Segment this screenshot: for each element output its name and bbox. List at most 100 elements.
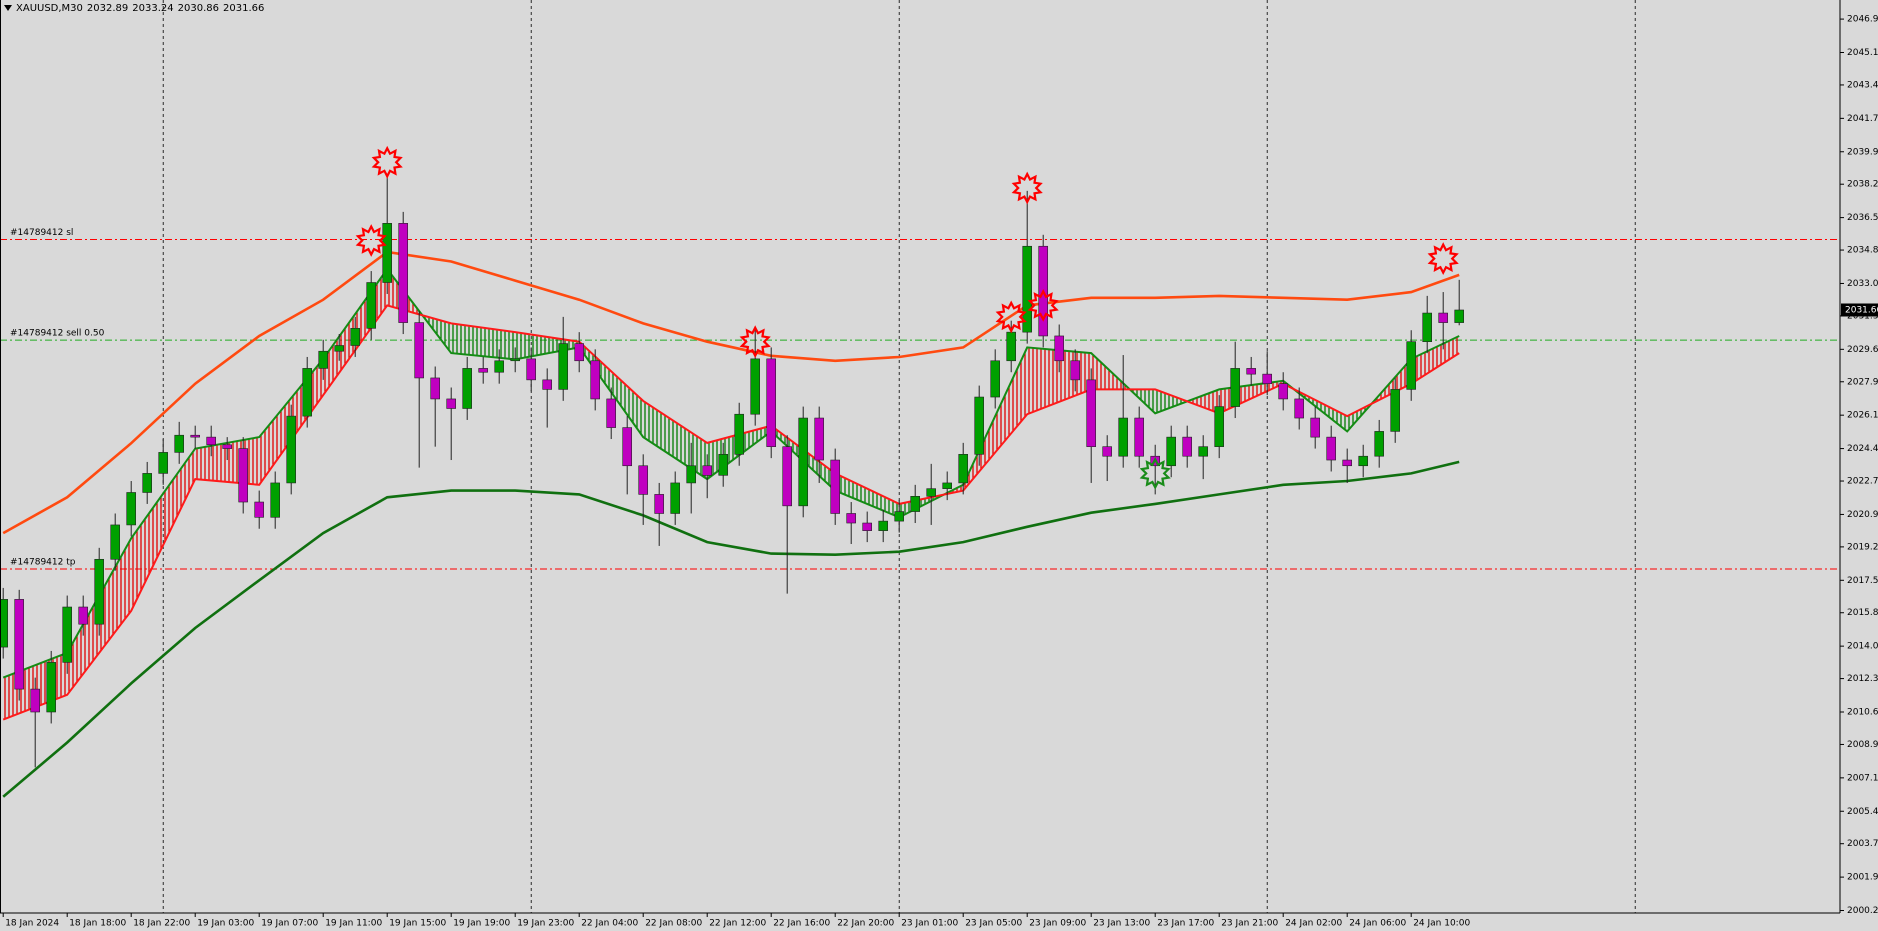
signal-marker bbox=[995, 300, 1027, 334]
candle-body bbox=[622, 427, 632, 467]
candle-body bbox=[910, 495, 920, 512]
candle-body bbox=[1278, 383, 1288, 400]
candle-body bbox=[366, 282, 376, 329]
candle-body bbox=[1214, 406, 1224, 447]
y-tick-label: 2000.20 bbox=[1847, 906, 1878, 916]
candle-body bbox=[1086, 379, 1096, 447]
candle-body bbox=[14, 599, 24, 690]
plot-area bbox=[0, 0, 1840, 913]
candle-body bbox=[46, 662, 56, 713]
candle-body bbox=[638, 465, 648, 495]
candle-body bbox=[526, 358, 536, 381]
candle-body bbox=[126, 492, 136, 526]
candle-body bbox=[958, 454, 968, 484]
order-label: #14789412 tp bbox=[10, 558, 76, 568]
x-tick-label: 24 Jan 06:00 bbox=[1349, 919, 1406, 929]
quote: 2030.86 bbox=[177, 3, 219, 14]
candle-body bbox=[1054, 335, 1064, 362]
candle-body bbox=[286, 415, 296, 484]
candle-body bbox=[750, 358, 760, 415]
x-tick-label: 23 Jan 09:00 bbox=[1029, 919, 1086, 929]
y-tick-label: 2038.25 bbox=[1847, 180, 1878, 190]
x-tick-label: 18 Jan 22:00 bbox=[133, 919, 190, 929]
candle-body bbox=[782, 446, 792, 507]
candle-body bbox=[1022, 245, 1032, 333]
candle-body bbox=[862, 522, 872, 531]
candle-body bbox=[430, 377, 440, 400]
candle-body bbox=[62, 606, 72, 663]
candle-body bbox=[1166, 436, 1176, 467]
candle-body bbox=[350, 328, 360, 346]
x-tick-label: 24 Jan 02:00 bbox=[1285, 919, 1342, 929]
y-tick-label: 2026.15 bbox=[1847, 411, 1878, 421]
candle-body bbox=[1102, 446, 1112, 457]
candle-body bbox=[0, 599, 8, 648]
candle-body bbox=[558, 343, 568, 390]
signal-marker bbox=[355, 224, 387, 257]
candle-body bbox=[1406, 341, 1416, 390]
candle-body bbox=[606, 398, 616, 428]
candle-body bbox=[318, 350, 328, 369]
candle-body bbox=[798, 417, 808, 507]
ribbon-fill bbox=[131, 448, 196, 611]
y-tick-label: 2022.70 bbox=[1847, 477, 1878, 487]
indicator-line bbox=[2, 250, 1460, 535]
candle-body bbox=[878, 520, 888, 531]
y-tick-label: 2001.95 bbox=[1847, 873, 1878, 883]
candle-body bbox=[670, 482, 680, 514]
symbol: XAUUSD,M30 bbox=[16, 3, 83, 14]
candle-body bbox=[142, 473, 152, 493]
chart-header: XAUUSD,M30 2032.89 2033.24 2030.86 2031.66 bbox=[4, 3, 268, 14]
x-tick-label: 18 Jan 2024 bbox=[5, 919, 59, 929]
y-tick-label: 2043.45 bbox=[1847, 80, 1878, 90]
candle-body bbox=[942, 482, 952, 489]
signal-marker bbox=[1027, 288, 1059, 322]
x-tick-label: 19 Jan 15:00 bbox=[389, 919, 446, 929]
candle-body bbox=[446, 398, 456, 409]
candle-body bbox=[974, 396, 984, 455]
candle-body bbox=[110, 524, 120, 560]
x-tick-label: 19 Jan 19:00 bbox=[453, 919, 510, 929]
candle-body bbox=[1198, 446, 1208, 457]
x-tick-label: 22 Jan 04:00 bbox=[581, 919, 638, 929]
candle-body bbox=[494, 360, 504, 373]
quote: 2033.24 bbox=[132, 3, 174, 14]
candle-body bbox=[590, 360, 600, 400]
candle-body bbox=[1438, 312, 1448, 323]
price-tag-label: 2031.66 bbox=[1845, 305, 1878, 315]
y-tick-label: 2010.60 bbox=[1847, 707, 1878, 717]
signal-marker bbox=[1011, 171, 1043, 205]
quote: 2032.89 bbox=[86, 3, 129, 14]
candle-body bbox=[462, 368, 472, 409]
candle-body bbox=[1390, 389, 1400, 432]
x-tick-label: 23 Jan 05:00 bbox=[965, 919, 1022, 929]
candle-body bbox=[1294, 398, 1304, 419]
x-tick-label: 23 Jan 13:00 bbox=[1093, 919, 1150, 929]
candle-body bbox=[734, 413, 744, 455]
candle-body bbox=[510, 358, 520, 362]
x-tick-label: 22 Jan 12:00 bbox=[709, 919, 766, 929]
candle-body bbox=[158, 452, 168, 474]
candle-body bbox=[1230, 368, 1240, 407]
candle-body bbox=[190, 434, 200, 438]
x-tick-label: 22 Jan 16:00 bbox=[773, 919, 830, 929]
y-tick-label: 2012.35 bbox=[1847, 674, 1878, 684]
candle-body bbox=[254, 501, 264, 518]
candle-body bbox=[702, 465, 712, 476]
y-tick-label: 2007.15 bbox=[1847, 773, 1878, 783]
candle-body bbox=[302, 368, 312, 417]
x-tick-label: 19 Jan 03:00 bbox=[197, 919, 254, 929]
y-tick-label: 2039.95 bbox=[1847, 147, 1878, 157]
candle-body bbox=[542, 379, 552, 390]
x-tick-label: 23 Jan 17:00 bbox=[1157, 919, 1214, 929]
candle-body bbox=[846, 513, 856, 524]
y-tick-label: 2034.80 bbox=[1847, 246, 1878, 256]
candle-body bbox=[398, 223, 408, 323]
signal-marker bbox=[1139, 457, 1171, 490]
y-tick-label: 2024.40 bbox=[1847, 444, 1878, 454]
signal-marker bbox=[1427, 242, 1459, 275]
y-tick-label: 2033.05 bbox=[1847, 279, 1878, 289]
y-tick-label: 2019.25 bbox=[1847, 542, 1878, 552]
candle-body bbox=[206, 436, 216, 446]
